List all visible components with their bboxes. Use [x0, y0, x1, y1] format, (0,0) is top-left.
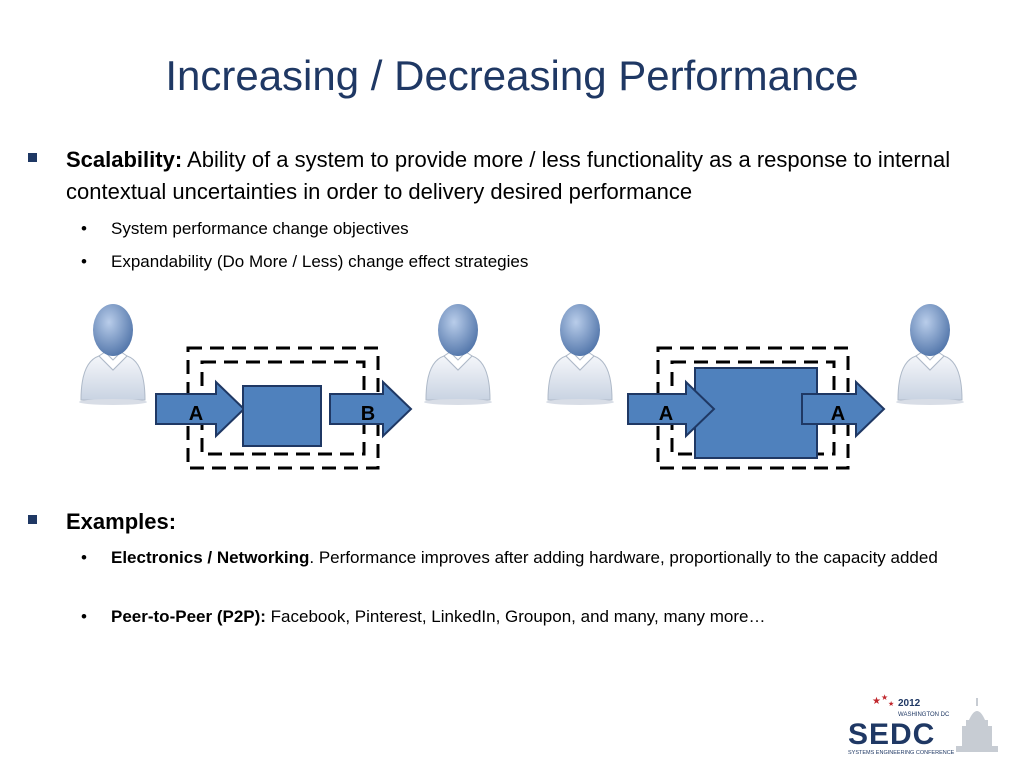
person-source-icon — [78, 303, 148, 406]
scalability-text: Ability of a system to provide more / le… — [66, 147, 951, 204]
bullet-examples: Examples: — [28, 506, 996, 538]
system-box-large — [694, 367, 818, 459]
sub-bullet-expandability: • Expandability (Do More / Less) change … — [81, 249, 991, 275]
bullet-dot-icon: • — [81, 219, 87, 238]
electronics-label: Electronics / Networking — [111, 548, 310, 567]
svg-text:★: ★ — [888, 700, 894, 708]
input-arrow-left — [155, 379, 246, 439]
person-target-icon — [423, 303, 493, 406]
p2p-text: Facebook, Pinterest, LinkedIn, Groupon, … — [265, 607, 766, 626]
sub-bullet-p2p: • Peer-to-Peer (P2P): Facebook, Pinteres… — [81, 604, 991, 630]
examples-label: Examples: — [66, 509, 177, 534]
bullet-scalability: Scalability: Ability of a system to prov… — [28, 144, 996, 208]
bullet-dot-icon: • — [81, 548, 87, 567]
person-source-icon — [545, 303, 615, 406]
bullet-dot-icon: • — [81, 607, 87, 626]
slide-title: Increasing / Decreasing Performance — [165, 52, 859, 99]
system-box-small — [242, 385, 322, 447]
person-target-icon — [895, 303, 965, 406]
capitol-icon — [956, 698, 998, 752]
p2p-label: Peer-to-Peer (P2P): — [111, 607, 266, 626]
logo-city: WASHINGTON DC — [898, 712, 950, 718]
logo-year: 2012 — [898, 698, 921, 709]
logo-subtitle: SYSTEMS ENGINEERING CONFERENCE — [848, 750, 955, 756]
scalability-diagram: A B A A — [78, 303, 965, 470]
sub-bullet-electronics: • Electronics / Networking. Performance … — [81, 545, 991, 571]
svg-text:★: ★ — [872, 696, 881, 707]
bullet-square-icon — [28, 153, 37, 162]
stars-icon: ★ ★ ★ — [872, 693, 894, 708]
conference-logo: ★ ★ ★ 2012 WASHINGTON DC SEDC SYSTEMS EN… — [848, 693, 998, 756]
bullet-dot-icon: • — [81, 252, 87, 271]
sub-bullet-objectives: • System performance change objectives — [81, 216, 991, 242]
output-label-left: B — [361, 403, 375, 425]
input-label-right: A — [659, 403, 673, 425]
svg-text:★: ★ — [881, 693, 888, 702]
electronics-text: . Performance improves after adding hard… — [309, 548, 938, 567]
sub-bullet-text: System performance change objectives — [111, 219, 409, 238]
sub-bullet-text: Expandability (Do More / Less) change ef… — [111, 252, 529, 271]
logo-acronym: SEDC — [848, 718, 935, 751]
input-arrow-right — [627, 379, 716, 439]
output-arrow-right — [801, 379, 886, 439]
bullet-square-icon — [28, 515, 37, 524]
output-label-right: A — [831, 403, 845, 425]
input-label-left: A — [189, 403, 203, 425]
output-arrow-left — [329, 379, 413, 439]
scalability-label: Scalability: — [66, 147, 183, 172]
